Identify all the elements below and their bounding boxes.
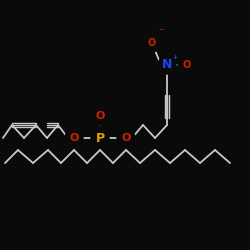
Circle shape <box>178 56 196 74</box>
Circle shape <box>91 107 109 125</box>
Circle shape <box>91 129 109 147</box>
Text: O: O <box>69 133 79 143</box>
Text: O: O <box>183 60 191 70</box>
Circle shape <box>117 129 135 147</box>
Text: N: N <box>162 58 172 71</box>
Circle shape <box>65 129 83 147</box>
Text: ⁺: ⁺ <box>172 55 177 65</box>
Text: ⁻: ⁻ <box>158 27 163 37</box>
Text: O: O <box>148 38 156 48</box>
Circle shape <box>158 56 176 74</box>
Text: O: O <box>121 133 131 143</box>
Circle shape <box>143 34 161 52</box>
Text: O: O <box>95 111 105 121</box>
Text: P: P <box>96 132 104 144</box>
